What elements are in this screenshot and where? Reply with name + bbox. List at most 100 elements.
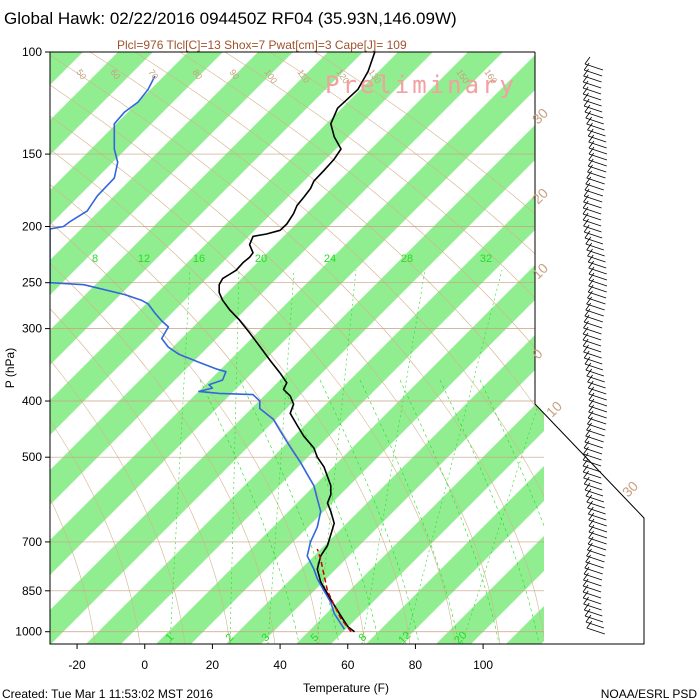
wind-barb: [588, 266, 608, 281]
wind-barb: [584, 356, 604, 371]
x-tick-label: 0: [141, 658, 148, 672]
y-tick-label: 100: [22, 45, 42, 59]
mixing-ratio-label: 20: [255, 253, 267, 265]
wind-barb: [587, 374, 606, 389]
y-axis: 100 150 200 250 300 400 500 700 850 1000: [15, 45, 50, 639]
temperature-band: [366, 466, 544, 644]
wind-barb: [583, 92, 602, 107]
temperature-band: [156, 256, 544, 644]
wind-barb: [586, 368, 605, 383]
wind-barb: [583, 470, 602, 485]
wind-barb: [583, 224, 603, 239]
wind-barbs: [582, 56, 608, 635]
wind-barb: [588, 260, 607, 275]
wind-barb: [587, 248, 606, 263]
wind-barb: [585, 614, 605, 629]
dry-adiabat: [50, 115, 456, 644]
x-tick-label: 20: [206, 658, 220, 672]
moist-adiabat: [239, 379, 340, 644]
moist-adiabat: [399, 379, 500, 644]
moist-adiabats: [199, 379, 544, 644]
mixing-ratio-line: [229, 269, 240, 644]
dry-adiabat: [50, 497, 96, 644]
moist-adiabat: [439, 379, 540, 644]
x-axis: -20 0 20 40 60 80 100: [68, 644, 493, 672]
y-tick-label: 500: [22, 450, 42, 464]
wind-barb: [585, 110, 604, 125]
dry-adiabat: [89, 52, 544, 498]
y-tick-label: 250: [22, 276, 42, 290]
y-tick-label: 700: [22, 535, 42, 549]
y-tick-label: 150: [22, 147, 42, 161]
parcel-line: [316, 548, 352, 633]
mixing-ratio-label: 32: [480, 253, 492, 265]
wind-barb: [582, 86, 602, 101]
y-tick-label: 200: [22, 220, 42, 234]
moist-adiabat: [319, 379, 420, 644]
dry-adiabat: [50, 184, 366, 644]
temperature-band: [506, 606, 544, 644]
wind-barb: [585, 236, 604, 251]
dewpoint-line: [50, 75, 346, 630]
wind-barb: [587, 380, 607, 395]
temperature-band: [50, 52, 544, 575]
wind-barb: [588, 386, 607, 401]
wind-barb: [582, 590, 602, 605]
wind-barb: [584, 230, 604, 245]
wind-barb: [583, 98, 603, 113]
x-tick-label: 60: [341, 658, 355, 672]
wind-barb: [583, 596, 602, 611]
wind-barb-region: [535, 52, 700, 700]
dry-adiabat: [50, 308, 231, 644]
theta-label: 60: [108, 67, 122, 81]
dry-adiabat: [50, 84, 501, 644]
wind-barb: [582, 464, 602, 479]
isobar-lines: [50, 52, 544, 633]
wind-barb: [586, 242, 605, 257]
dry-adiabat: [224, 52, 544, 309]
wind-barb: [583, 350, 603, 365]
mixing-ratio-line: [361, 269, 426, 644]
theta-label: 90: [227, 67, 241, 81]
mixing-ratio-label: 12: [138, 253, 150, 265]
watermark-text: Preliminary: [325, 71, 517, 99]
wind-barb: [583, 476, 603, 491]
mixing-ratio-label: 28: [401, 253, 413, 265]
temperature-band: [50, 52, 153, 155]
dry-adiabat: [134, 52, 544, 420]
wind-barb: [582, 212, 602, 227]
dry-adiabat: [269, 52, 544, 263]
wind-barb: [586, 620, 605, 635]
wind-barb: [582, 584, 602, 599]
dry-adiabat: [50, 263, 276, 644]
theta-label: 70: [146, 67, 160, 81]
wind-barb: [588, 512, 607, 527]
wind-barb: [582, 338, 602, 353]
mixing-ratio-label: 16: [193, 253, 205, 265]
wind-barb: [585, 362, 604, 377]
wind-barb: [587, 254, 607, 269]
dry-adiabat: [314, 52, 544, 222]
dry-adiabats: [50, 52, 544, 644]
wind-barb: [587, 122, 606, 137]
wind-barb: [584, 482, 604, 497]
temperature-band: [50, 52, 223, 225]
wind-barb: [582, 458, 602, 473]
moist-adiabat: [479, 379, 544, 527]
sounding-series: [50, 52, 376, 633]
theta-label: 80: [190, 67, 204, 81]
temperature-band: [50, 52, 433, 435]
y-tick-label: 1000: [15, 625, 42, 639]
created-footer: Created: Tue Mar 1 11:53:02 MST 2016: [2, 687, 213, 700]
wind-barb: [582, 80, 602, 95]
x-tick-label: -20: [68, 658, 86, 672]
wind-barb: [588, 518, 608, 533]
temperature-band: [86, 186, 544, 644]
y-tick-label: 850: [22, 584, 42, 598]
wind-barb: [586, 116, 605, 131]
wind-barb: [586, 494, 605, 509]
